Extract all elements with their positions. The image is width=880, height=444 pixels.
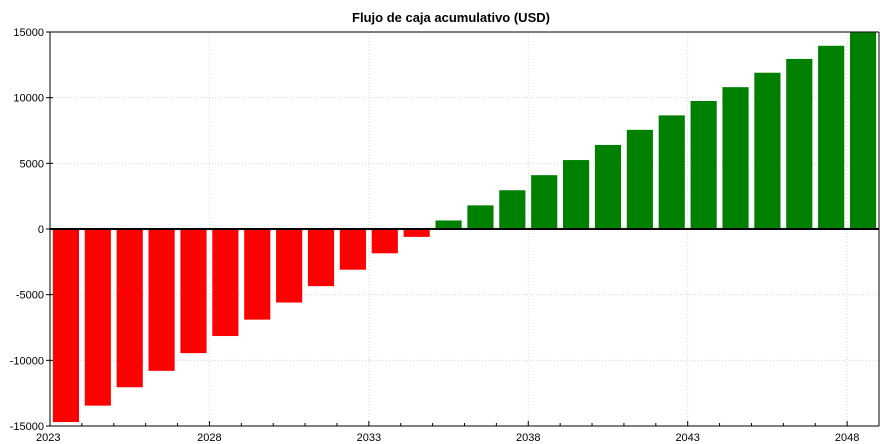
x-tick-label: 2033 xyxy=(357,432,381,444)
bar xyxy=(403,229,430,237)
bar xyxy=(467,205,494,229)
bar xyxy=(690,100,717,229)
x-tick-label: 2023 xyxy=(36,432,60,444)
y-tick-label: 10000 xyxy=(13,93,44,105)
x-tick-label: 2048 xyxy=(835,432,859,444)
bar xyxy=(563,160,590,229)
bar xyxy=(212,229,239,337)
bar xyxy=(658,115,685,229)
bar xyxy=(52,229,80,423)
axes xyxy=(46,31,880,427)
bar xyxy=(84,229,111,406)
chart-title: Flujo de caja acumulativo (USD) xyxy=(352,10,550,25)
x-tick-label: 2028 xyxy=(197,432,221,444)
x-tick-label: 2043 xyxy=(675,432,699,444)
bar xyxy=(307,229,335,287)
bar xyxy=(148,229,175,371)
bar xyxy=(499,190,526,229)
bar xyxy=(180,229,207,354)
bar xyxy=(818,45,845,229)
x-tick-label: 2038 xyxy=(516,432,540,444)
bar xyxy=(849,32,877,229)
y-tick-label: -15000 xyxy=(10,421,44,433)
bar xyxy=(754,72,781,229)
bar xyxy=(276,229,303,303)
bar xyxy=(594,144,622,229)
bar xyxy=(626,129,653,229)
y-tick-label: -10000 xyxy=(10,355,44,367)
y-tick-label: -5000 xyxy=(16,290,44,302)
bar xyxy=(722,87,749,229)
bar xyxy=(786,58,813,229)
y-tick-label: 5000 xyxy=(20,158,44,170)
bar xyxy=(339,229,366,270)
y-tick-label: 15000 xyxy=(13,27,44,39)
y-tick-label: 0 xyxy=(38,224,44,236)
bars xyxy=(52,32,877,423)
bar xyxy=(244,229,271,320)
bar xyxy=(435,220,462,229)
bar xyxy=(371,229,398,254)
bar xyxy=(531,175,558,229)
bar xyxy=(116,229,143,388)
